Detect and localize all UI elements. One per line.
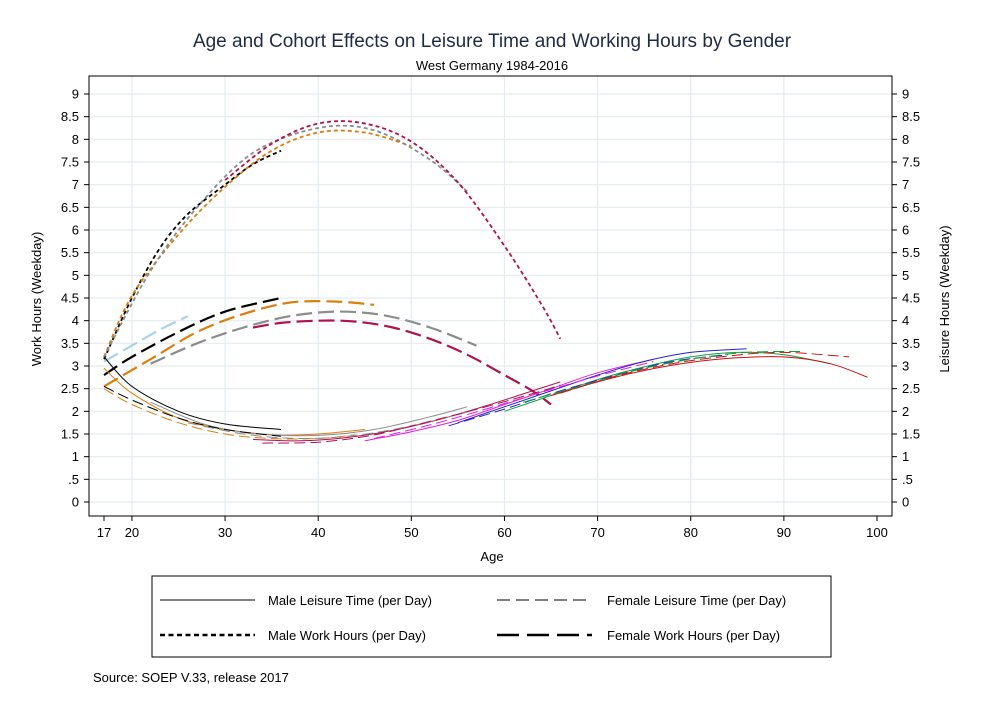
y-tick-label-right: 8 [902, 132, 909, 147]
y-tick-label-right: .5 [902, 472, 913, 487]
plot-frame [88, 75, 893, 517]
y-tick-label-right: 3.5 [902, 336, 920, 351]
legend-label-female-work: Female Work Hours (per Day) [607, 628, 780, 643]
y-tick-label-right: 9 [902, 87, 909, 102]
series-line-female-work [103, 315, 189, 363]
series-line-female-leisure [522, 350, 803, 403]
y-tick-label-left: 5 [72, 268, 79, 283]
x-tick-label: 70 [590, 525, 604, 540]
x-tick-label: 80 [684, 525, 698, 540]
y-tick-label-right: 7.5 [902, 155, 920, 170]
series-line-male-leisure [364, 358, 654, 442]
x-tick-label: 100 [866, 525, 888, 540]
source-note: Source: SOEP V.33, release 2017 [93, 670, 289, 685]
legend-label-male-leisure: Male Leisure Time (per Day) [268, 593, 432, 608]
y-tick-label-right: 0 [902, 495, 909, 510]
y-tick-label-right: 5 [902, 268, 909, 283]
series-line-female-work [150, 310, 477, 365]
legend-label-male-work: Male Work Hours (per Day) [268, 628, 426, 643]
series-line-female-leisure [187, 411, 468, 440]
y-tick-label-right: 2.5 [902, 381, 920, 396]
y-tick-label-left: 4 [72, 313, 79, 328]
x-tick-label: 30 [218, 525, 232, 540]
chart-title: Age and Cohort Effects on Leisure Time a… [193, 31, 792, 52]
axes: 0 0 .5 .5 1 1 1.5 1.5 2 2 2.5 2.5 3 3 3.5 3.5 4 4 4.5 4.5 5 5… [61, 87, 920, 541]
y-tick-label-right: 7 [902, 177, 909, 192]
y-tick-label-left: 2 [72, 404, 79, 419]
y-tick-label-left: 8.5 [61, 109, 79, 124]
y-tick-label-left: 9 [72, 87, 79, 102]
y-tick-label-left: 6.5 [61, 200, 79, 215]
y-tick-label-right: 1.5 [902, 427, 920, 442]
series-line-female-work [252, 319, 552, 406]
series-line-female-leisure [448, 354, 729, 427]
series-line-female-leisure [103, 385, 282, 437]
y-tick-label-right: 2 [902, 404, 909, 419]
y-tick-label-left: 0 [72, 495, 79, 510]
chart-subtitle: West Germany 1984-2016 [416, 58, 568, 73]
x-tick-label: 60 [497, 525, 511, 540]
y-tick-label-left: 7 [72, 177, 79, 192]
y-tick-label-left: 4.5 [61, 291, 79, 306]
y-tick-label-right: 6.5 [902, 200, 920, 215]
y-axis-right-label: Leisure Hours (Weekday) [937, 225, 952, 372]
x-tick-label: 17 [97, 525, 111, 540]
y-tick-label-left: 3.5 [61, 336, 79, 351]
x-tick-label: 20 [125, 525, 139, 540]
y-tick-label-left: 6 [72, 223, 79, 238]
y-tick-label-left: 5.5 [61, 245, 79, 260]
series [103, 120, 868, 444]
y-tick-label-left: 2.5 [61, 381, 79, 396]
series-line-female-leisure [560, 351, 850, 394]
series-line-male-work [224, 120, 562, 340]
series-line-male-leisure [550, 356, 868, 396]
y-tick-label-right: 4.5 [902, 291, 920, 306]
series-line-male-work [103, 129, 412, 358]
series-line-male-leisure [252, 381, 561, 442]
series-line-female-leisure [262, 384, 561, 444]
x-tick-label: 90 [777, 525, 791, 540]
y-tick-label-right: 1 [902, 449, 909, 464]
legend-box [151, 575, 832, 658]
series-line-male-leisure [150, 401, 468, 437]
y-tick-label-left: 1.5 [61, 427, 79, 442]
y-tick-label-left: 8 [72, 132, 79, 147]
series-line-male-work [103, 149, 282, 360]
y-tick-label-left: 1 [72, 449, 79, 464]
series-line-male-leisure [457, 348, 747, 424]
y-tick-label-left: .5 [68, 472, 79, 487]
y-axis-left-label: Work Hours (Weekday) [29, 232, 44, 367]
series-line-female-work [103, 296, 282, 377]
y-tick-label-right: 6 [902, 223, 909, 238]
y-tick-label-right: 4 [902, 313, 909, 328]
series-line-female-leisure [103, 388, 356, 440]
series-line-female-leisure [373, 361, 654, 439]
y-tick-label-right: 3 [902, 359, 909, 374]
x-axis-label: Age [480, 549, 503, 564]
x-tick-label: 40 [311, 525, 325, 540]
series-line-male-leisure [103, 356, 282, 430]
y-tick-label-left: 7.5 [61, 155, 79, 170]
x-tick-label: 50 [404, 525, 418, 540]
series-line-female-work [103, 300, 375, 388]
y-tick-label-right: 5.5 [902, 245, 920, 260]
legend-label-female-leisure: Female Leisure Time (per Day) [607, 593, 786, 608]
y-tick-label-left: 3 [72, 359, 79, 374]
y-tick-label-right: 8.5 [902, 109, 920, 124]
series-line-male-work [103, 124, 468, 358]
